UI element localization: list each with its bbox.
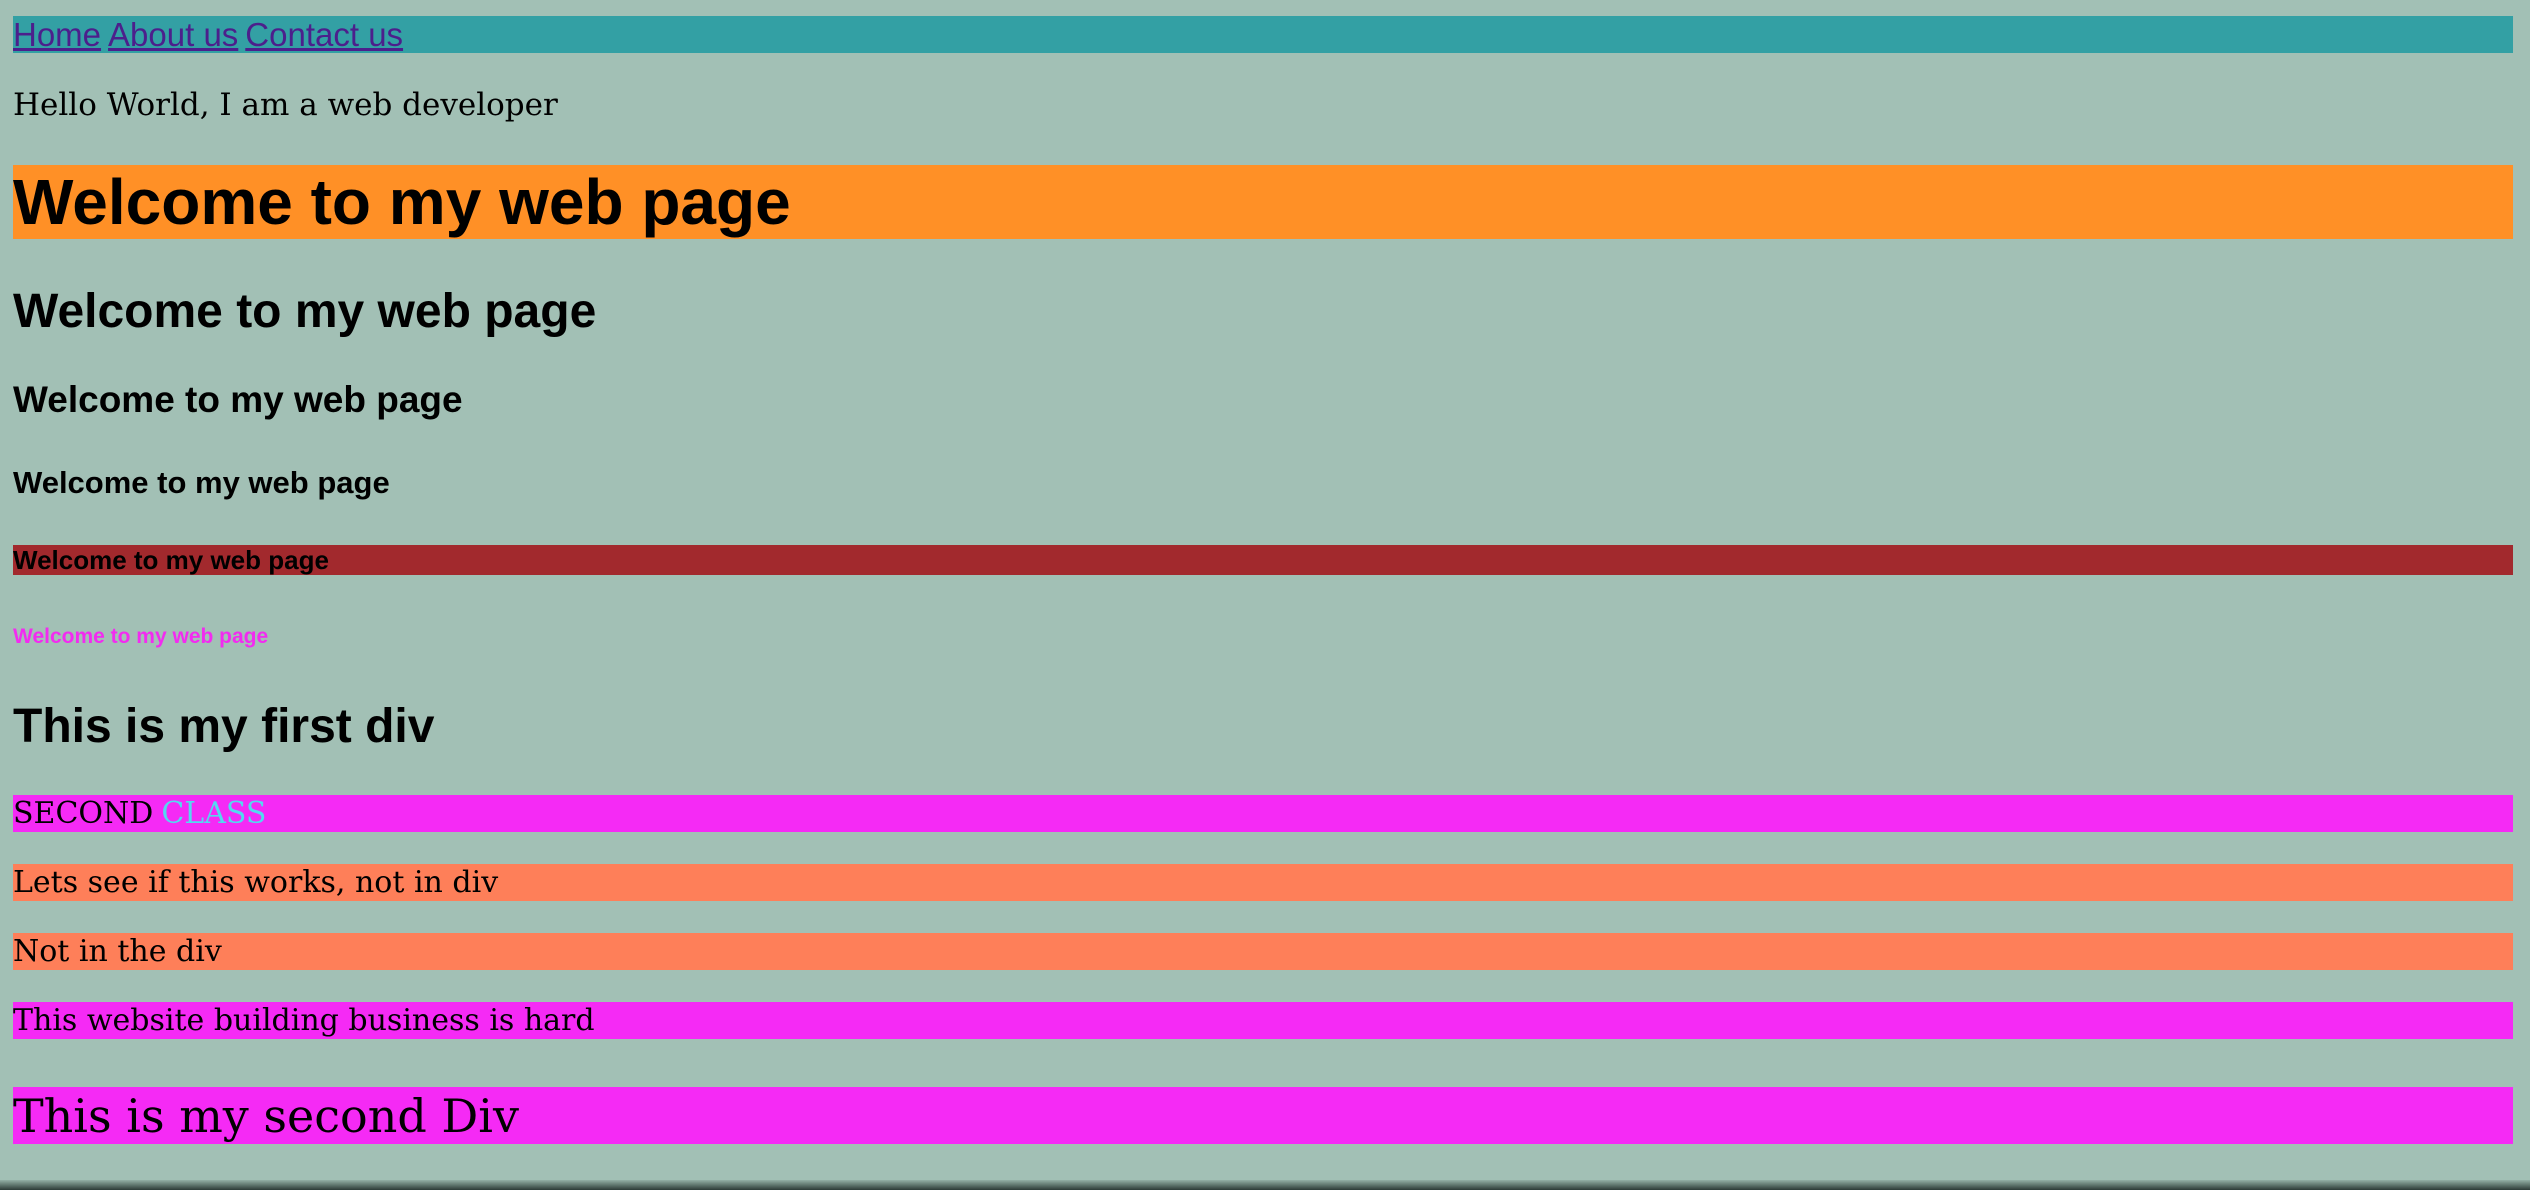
paragraph-not-in-the-div: Not in the div (13, 933, 2513, 970)
heading-level-5: Welcome to my web page (13, 545, 2513, 575)
nav-link-contact-us[interactable]: Contact us (245, 15, 404, 53)
nav-link-home[interactable]: Home (13, 15, 102, 53)
window-bottom-edge (0, 1180, 2530, 1190)
heading-level-3: Welcome to my web page (13, 379, 463, 420)
nav-link-about-us[interactable]: About us (108, 15, 239, 53)
top-nav: Home About us Contact us (13, 16, 2513, 53)
heading-level-6: Welcome to my web page (13, 625, 269, 648)
heading-level-2: Welcome to my web page (13, 284, 597, 338)
paragraph-not-in-div: Lets see if this works, not in div (13, 864, 2513, 901)
second-class-block: SECOND CLASS (13, 795, 2513, 832)
heading-level-4: Welcome to my web page (13, 465, 390, 500)
second-div: This is my second Div (13, 1087, 2513, 1144)
intro-text: Hello World, I am a web developer (13, 87, 558, 123)
first-div: This is my first div (13, 699, 435, 753)
paragraph-business-hard: This website building business is hard (13, 1002, 2513, 1039)
class-word: CLASS (161, 796, 267, 831)
second-class-word: SECOND (13, 796, 154, 831)
heading-level-1: Welcome to my web page (13, 165, 2513, 239)
